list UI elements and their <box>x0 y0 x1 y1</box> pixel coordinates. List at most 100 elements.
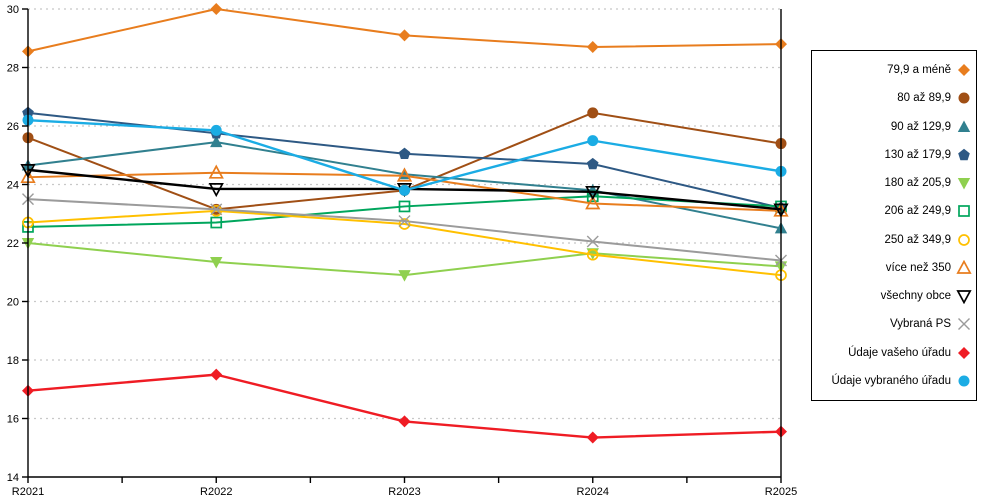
data-point-marker <box>398 147 411 159</box>
legend-marker-diamond-icon <box>958 346 970 359</box>
legend-label: všechny obce <box>880 290 951 303</box>
series-line <box>27 171 782 212</box>
data-point-marker <box>586 431 599 444</box>
y-tick-label: 20 <box>7 297 19 309</box>
legend-label: 250 až 349,9 <box>884 233 951 246</box>
y-tick-label: 24 <box>7 180 19 192</box>
data-point-marker <box>398 415 411 428</box>
x-tick-label: R2025 <box>765 486 797 498</box>
data-point-marker <box>208 183 224 198</box>
data-point-marker <box>586 157 599 170</box>
series-line <box>27 195 782 228</box>
series-line <box>27 209 782 277</box>
data-point-marker <box>210 204 223 217</box>
series-5 <box>22 190 787 233</box>
data-point-marker <box>208 164 224 179</box>
series-0 <box>22 3 787 58</box>
legend-marker-circle-icon <box>958 92 970 104</box>
x-tick-label: R2024 <box>577 486 609 498</box>
legend-item-8: všechny obce <box>814 284 972 308</box>
data-point-marker <box>587 107 599 119</box>
x-tick-label: R2023 <box>388 486 420 498</box>
data-point-marker <box>210 124 222 136</box>
data-point-marker <box>210 216 223 229</box>
legend-marker-diamond-icon <box>958 64 970 77</box>
data-point-marker <box>210 368 223 381</box>
legend-marker-triangle-down-icon <box>957 178 971 190</box>
legend-item-9: Vybraná PS <box>814 312 972 336</box>
legend-label: 206 až 249,9 <box>884 205 951 218</box>
data-point-marker <box>398 200 411 213</box>
legend-marker-pentagon-icon <box>958 148 970 161</box>
data-point-marker <box>398 218 411 230</box>
y-tick-label: 22 <box>7 238 19 250</box>
legend-label: Údaje vybraného úřadu <box>831 374 951 387</box>
legend-item-7: více než 350 <box>814 256 972 280</box>
data-point-marker <box>587 135 599 147</box>
legend-label: Údaje vašeho úřadu <box>848 346 951 359</box>
y-tick-label: 30 <box>7 4 19 16</box>
data-point-marker <box>210 257 223 269</box>
legend: 79,9 a méně 80 až 89,9 90 až 129,9 130 až 1… <box>811 50 977 401</box>
data-point-marker <box>586 41 599 54</box>
x-tick-label: R2022 <box>200 486 232 498</box>
data-point-marker <box>958 233 970 246</box>
legend-marker-square-icon <box>958 205 970 218</box>
data-point-marker <box>210 3 223 15</box>
legend-marker-circle-icon <box>958 233 970 246</box>
legend-marker-triangle-up-icon <box>957 120 971 132</box>
data-point-marker <box>585 195 601 210</box>
data-point-marker <box>957 120 971 132</box>
legend-item-1: 80 až 89,9 <box>814 86 972 110</box>
legend-item-6: 250 až 349,9 <box>814 228 972 252</box>
legend-marker-triangle-down-icon <box>956 290 972 305</box>
legend-label: 180 až 205,9 <box>884 177 951 190</box>
data-point-marker <box>399 184 410 196</box>
gridlines <box>28 8 781 420</box>
axes <box>22 8 782 483</box>
legend-label: Vybraná PS <box>890 318 951 331</box>
legend-item-2: 90 až 129,9 <box>814 115 972 139</box>
legend-marker-circle-icon <box>958 375 970 387</box>
data-point-marker <box>398 215 411 228</box>
data-point-marker <box>956 290 972 305</box>
legend-item-4: 180 až 205,9 <box>814 171 972 195</box>
series-10 <box>22 368 787 444</box>
data-point-marker <box>958 92 970 104</box>
series-line <box>27 373 782 439</box>
legend-item-10: Údaje vašeho úřadu <box>814 341 972 365</box>
data-point-marker <box>958 205 970 218</box>
data-point-marker <box>956 259 972 274</box>
y-tick-label: 16 <box>7 414 19 426</box>
legend-label: 130 až 179,9 <box>884 148 951 161</box>
data-point-marker <box>586 248 599 261</box>
legend-label: 79,9 a méně <box>887 64 951 77</box>
y-tick-label: 18 <box>7 355 19 367</box>
data-point-marker <box>958 64 970 77</box>
data-point-marker <box>958 148 970 161</box>
y-tick-label: 14 <box>7 472 19 484</box>
data-point-marker <box>396 167 413 182</box>
legend-label: více než 350 <box>885 261 951 274</box>
legend-item-5: 206 až 249,9 <box>814 199 972 223</box>
legend-label: 80 až 89,9 <box>897 92 951 105</box>
y-tick-label: 28 <box>7 63 19 75</box>
axis-labels: 14 16 18 20 22 24 26 28 30 R2021 R2022 R2023 R2024 R2… <box>7 4 797 498</box>
data-point-marker <box>958 375 970 387</box>
legend-label: 90 až 129,9 <box>890 120 951 133</box>
data-point-marker <box>398 270 411 282</box>
data-point-marker <box>958 346 970 359</box>
legend-item-3: 130 až 179,9 <box>814 143 972 167</box>
legend-marker-triangle-up-icon <box>956 259 972 274</box>
data-point-marker <box>586 235 599 248</box>
data-point-marker <box>210 135 223 148</box>
series-4 <box>21 238 788 282</box>
legend-item-11: Údaje vybraného úřadu <box>814 369 972 393</box>
data-point-marker <box>398 29 411 42</box>
y-tick-label: 26 <box>7 121 19 133</box>
series-layer <box>20 3 789 444</box>
legend-marker-x-cross-icon <box>958 318 970 331</box>
legend-item-0: 79,9 a méně <box>814 58 972 82</box>
